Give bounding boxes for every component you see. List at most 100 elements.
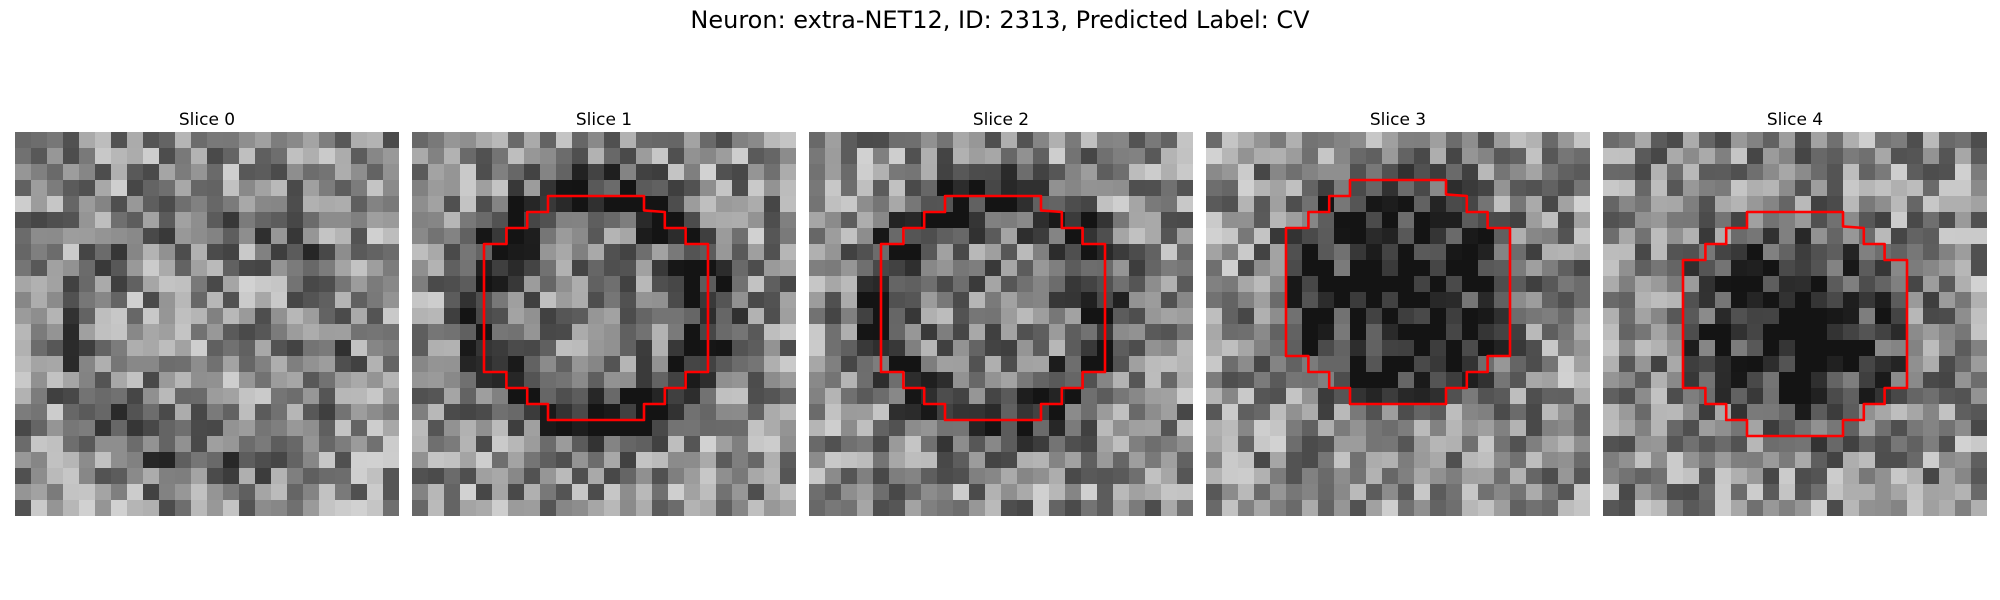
pixel [1254, 420, 1271, 437]
pixel [95, 324, 112, 341]
pixel [1635, 484, 1652, 501]
pixel [1763, 212, 1780, 229]
pixel [95, 340, 112, 357]
pixel [1398, 420, 1415, 437]
pixel [191, 356, 208, 373]
pixel [207, 292, 224, 309]
pixel [1699, 260, 1716, 277]
pixel [460, 196, 477, 213]
pixel [540, 212, 557, 229]
pixel [700, 132, 717, 149]
pixel [1667, 452, 1684, 469]
pixel [620, 468, 637, 485]
pixel [1222, 468, 1239, 485]
pixel [857, 484, 874, 501]
pixel [1414, 164, 1431, 181]
pixel [271, 372, 288, 389]
pixel [412, 132, 429, 149]
pixel [63, 404, 80, 421]
pixel [428, 164, 445, 181]
pixel [809, 292, 826, 309]
pixel [191, 228, 208, 245]
pixel [412, 196, 429, 213]
pixel [764, 132, 781, 149]
pixel [1033, 484, 1050, 501]
pixel [716, 244, 733, 261]
pixel [1843, 260, 1860, 277]
pixel [588, 308, 605, 325]
pixel [620, 164, 637, 181]
pixel [764, 180, 781, 197]
pixel [1494, 436, 1511, 453]
pixel [412, 244, 429, 261]
pixel [1350, 196, 1367, 213]
pixel [1651, 164, 1668, 181]
pixel [223, 388, 240, 405]
pixel [1270, 244, 1287, 261]
pixel [1177, 372, 1193, 389]
pixel [748, 164, 765, 181]
pixel [1558, 372, 1575, 389]
pixel [1414, 212, 1431, 229]
pixel [1430, 164, 1447, 181]
pixel [604, 164, 621, 181]
pixel [63, 228, 80, 245]
pixel [1891, 180, 1908, 197]
pixel [460, 356, 477, 373]
pixel [1939, 228, 1956, 245]
pixel [1254, 148, 1271, 165]
pixel [1811, 292, 1828, 309]
pixel [303, 244, 320, 261]
pixel [1161, 388, 1178, 405]
pixel [1795, 356, 1812, 373]
pixel [1843, 180, 1860, 197]
pixel [239, 404, 256, 421]
pixel [1763, 436, 1780, 453]
pixel [700, 452, 717, 469]
pixel [809, 244, 826, 261]
pixel [1145, 260, 1162, 277]
pixel [1478, 388, 1495, 405]
pixel [1302, 500, 1319, 516]
pixel [1286, 212, 1303, 229]
pixel [1430, 180, 1447, 197]
pixel [1827, 468, 1844, 485]
pixel [668, 500, 685, 516]
pixel [239, 372, 256, 389]
pixel [540, 484, 557, 501]
pixel [1715, 292, 1732, 309]
pixel [985, 436, 1002, 453]
pixel [1763, 372, 1780, 389]
pixel [684, 260, 701, 277]
pixel [1859, 148, 1876, 165]
pixel [1302, 196, 1319, 213]
pixel [111, 260, 128, 277]
pixel [1779, 404, 1796, 421]
pixel [1603, 132, 1620, 149]
pixel [1334, 180, 1351, 197]
pixel [1113, 196, 1130, 213]
pixel [412, 452, 429, 469]
pixel [732, 468, 749, 485]
pixel [825, 180, 842, 197]
pixel [985, 468, 1002, 485]
pixel [780, 468, 796, 485]
pixel [1683, 500, 1700, 516]
pixel [1843, 324, 1860, 341]
pixel [985, 244, 1002, 261]
pixel [652, 276, 669, 293]
pixel [1129, 196, 1146, 213]
pixel [841, 308, 858, 325]
pixel [1065, 420, 1082, 437]
pixel [1715, 404, 1732, 421]
pixel [1177, 468, 1193, 485]
pixel [921, 340, 938, 357]
pixel [1206, 180, 1223, 197]
pixel [1558, 484, 1575, 501]
pixel [303, 404, 320, 421]
pixel [1382, 404, 1399, 421]
pixel [1129, 452, 1146, 469]
pixel [588, 276, 605, 293]
pixel [1222, 388, 1239, 405]
pixel [1955, 420, 1972, 437]
